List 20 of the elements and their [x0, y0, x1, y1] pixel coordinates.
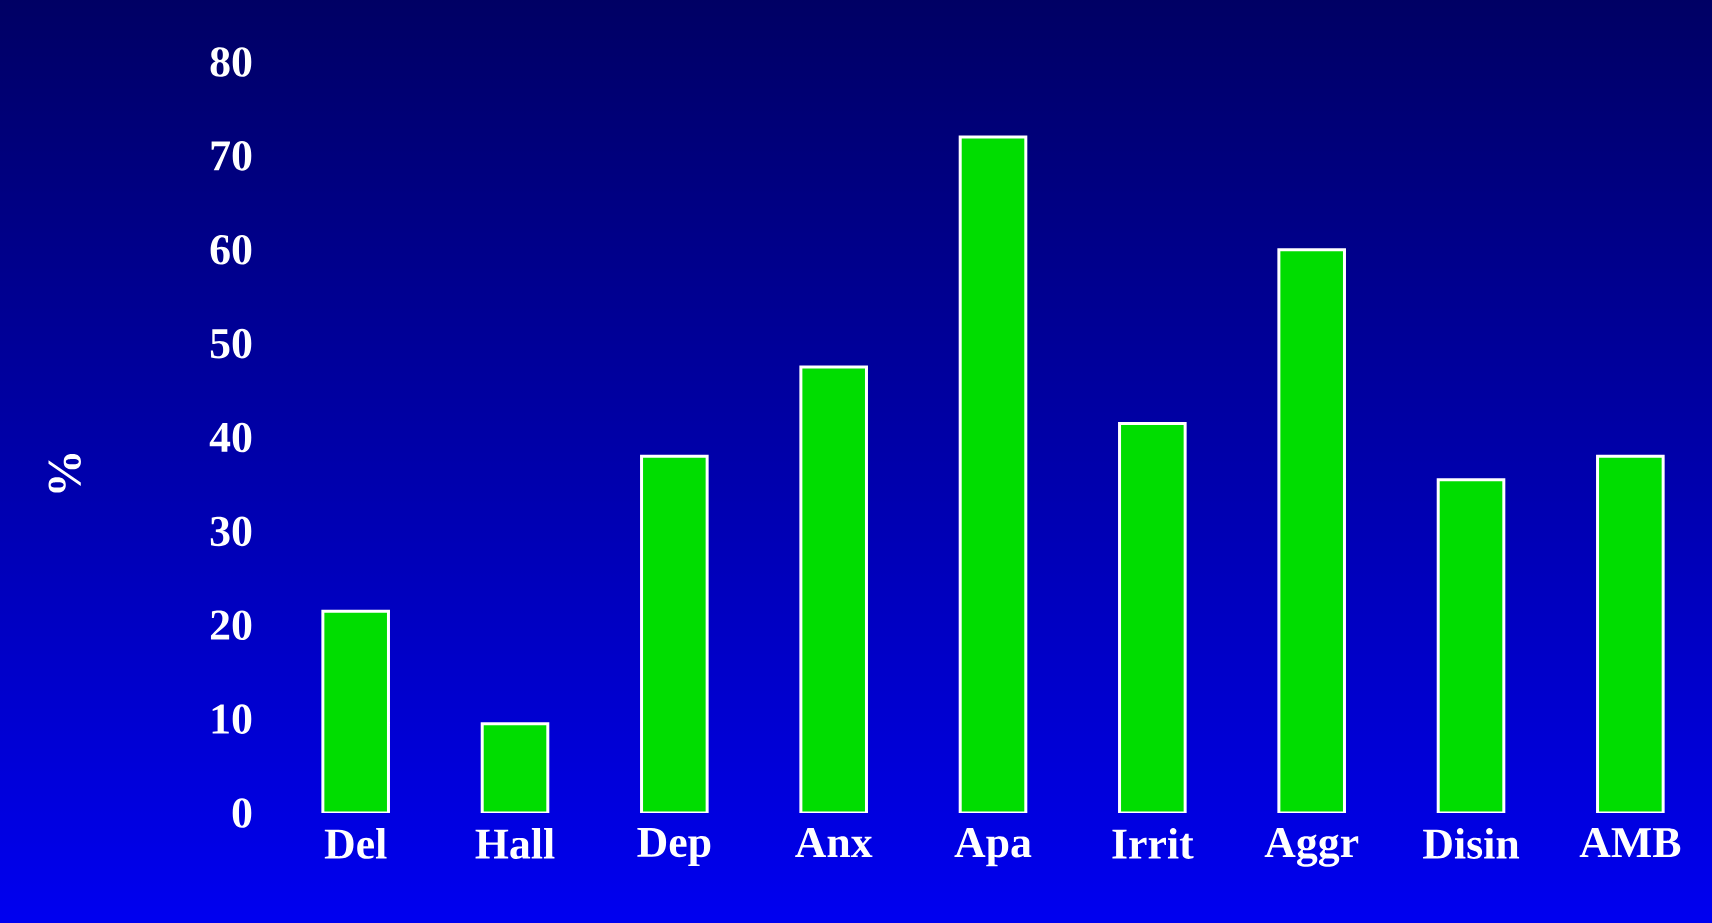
x-tick-label: Apa [954, 828, 1032, 867]
y-tick-label: 10 [212, 704, 252, 734]
x-tick-label: Aggr [1264, 828, 1359, 867]
y-tick-label: 80 [210, 47, 252, 77]
x-tick-label: Anx [795, 828, 873, 857]
x-tick-label: Dep [637, 828, 711, 867]
y-tick-label: 50 [210, 328, 252, 359]
y-tick-label: 0 [232, 798, 252, 828]
y-tick-label: 60 [210, 234, 252, 265]
bar [1277, 248, 1346, 813]
x-tick-label: Hall [475, 828, 555, 859]
y-tick-label: 20 [210, 610, 252, 641]
x-tick-label: Del [324, 828, 387, 859]
x-tick-label: AMB [1579, 828, 1681, 858]
y-tick-label: 40 [209, 422, 252, 453]
x-tick-label: Irrit [1112, 828, 1194, 859]
x-tick-label: Disin [1423, 828, 1520, 859]
y-tick-label: 70 [211, 141, 252, 171]
y-axis-title: % [48, 454, 81, 493]
y-tick-label: 30 [210, 516, 252, 547]
